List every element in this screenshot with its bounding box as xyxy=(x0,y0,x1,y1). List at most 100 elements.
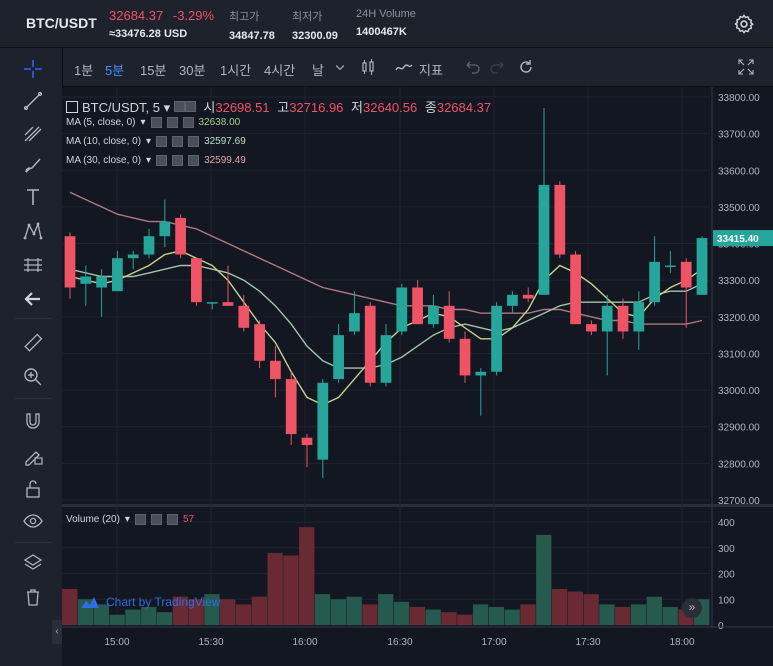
ohlc-legend: BTC/USDT, 5 ▾ 시32698.51 고32716.96 저32640… xyxy=(66,97,491,116)
settings-icon[interactable] xyxy=(150,514,162,525)
chevron-down-icon[interactable]: ▾ xyxy=(124,514,130,525)
close-icon[interactable] xyxy=(182,117,194,128)
chevron-down-icon[interactable]: ▾ xyxy=(140,117,146,128)
timeframe-4h[interactable]: 4시간 xyxy=(264,63,296,78)
settings-icon[interactable] xyxy=(172,136,184,147)
y-tick-label: 33600.00 xyxy=(718,166,760,177)
timeframe-5m[interactable]: 5분 xyxy=(105,63,125,78)
x-tick-label: 17:30 xyxy=(575,637,600,648)
ruler-icon[interactable] xyxy=(20,330,46,356)
eye-icon[interactable] xyxy=(150,117,162,128)
candle-body xyxy=(380,335,392,383)
volume-tick-label: 400 xyxy=(718,518,735,529)
reset-icon[interactable] xyxy=(517,58,535,76)
trend-line-icon[interactable] xyxy=(20,88,46,114)
ma10-value: 32597.69 xyxy=(204,136,246,147)
volume-bar xyxy=(409,606,425,625)
candle-body xyxy=(270,360,281,380)
crosshair-icon[interactable] xyxy=(20,56,46,82)
pattern-icon[interactable] xyxy=(20,218,46,244)
candle-body xyxy=(143,236,155,255)
volume-value: 1400467K xyxy=(356,26,407,38)
candle-body xyxy=(649,261,660,303)
undo-icon[interactable] xyxy=(463,58,481,76)
eye-icon[interactable] xyxy=(20,508,46,534)
timeframe-day[interactable]: 날 xyxy=(312,63,324,78)
volume-bar xyxy=(330,599,346,625)
volume-bar xyxy=(441,612,457,625)
volume-tick-label: 200 xyxy=(718,570,735,581)
volume-bar xyxy=(425,609,441,625)
collapse-toolbar-button[interactable]: ‹ xyxy=(52,620,62,644)
unlock-icon[interactable] xyxy=(20,476,46,502)
volume-bar xyxy=(567,591,583,625)
candle-body xyxy=(96,276,107,288)
volume-bar xyxy=(235,604,252,625)
settings-icon[interactable] xyxy=(172,155,184,166)
volume-tick-label: 100 xyxy=(718,595,735,606)
y-tick-label: 33700.00 xyxy=(718,130,760,141)
indicators-icon[interactable] xyxy=(395,58,413,76)
close-icon[interactable] xyxy=(188,136,200,147)
timeframe-1m[interactable]: 1분 xyxy=(74,63,94,78)
y-tick-label: 33300.00 xyxy=(718,276,760,287)
high-value: 34847.78 xyxy=(229,30,275,42)
close-icon[interactable] xyxy=(188,155,200,166)
scroll-right-button[interactable]: » xyxy=(682,598,702,618)
magnet-icon[interactable] xyxy=(20,408,46,434)
trash-icon[interactable] xyxy=(20,584,46,610)
tradingview-logo-icon xyxy=(81,597,99,608)
collapse-legend-icon[interactable] xyxy=(66,101,78,113)
volume-legend: Volume (20) ▾ 57 xyxy=(66,514,194,525)
candle-body xyxy=(301,437,313,446)
zoom-in-icon[interactable] xyxy=(20,364,46,390)
timeframe-1h[interactable]: 1시간 xyxy=(220,63,252,78)
redo-icon[interactable] xyxy=(489,58,507,76)
chevron-down-icon[interactable] xyxy=(333,60,351,78)
eye-icon[interactable] xyxy=(156,136,168,147)
pitchfork-icon[interactable] xyxy=(20,120,46,146)
settings-icon[interactable] xyxy=(166,117,178,128)
volume-bar xyxy=(536,534,552,625)
candle-body xyxy=(412,287,423,325)
price-chart[interactable]: 33800.0033700.0033600.0033500.0033400.00… xyxy=(62,87,773,666)
ma10-legend: MA (10, close, 0) ▾ 32597.69 xyxy=(66,136,246,147)
volume-bar xyxy=(299,527,315,625)
y-tick-label: 32800.00 xyxy=(718,459,760,470)
chevron-down-icon[interactable]: ▾ xyxy=(146,136,152,147)
ma30-legend: MA (30, close, 0) ▾ 32599.49 xyxy=(66,155,246,166)
settings-icon[interactable] xyxy=(184,101,196,112)
volume-bar xyxy=(62,588,78,625)
candle-body xyxy=(80,276,92,284)
tradingview-watermark[interactable]: Chart by TradingView xyxy=(80,595,221,609)
candle-type-icon[interactable] xyxy=(359,58,377,76)
indicators-label[interactable]: 지표 xyxy=(419,63,443,78)
toolbar-divider xyxy=(14,398,52,399)
volume-bar xyxy=(314,594,331,625)
eye-icon[interactable] xyxy=(156,155,168,166)
volume-bar xyxy=(220,599,236,625)
arrow-left-icon[interactable] xyxy=(20,286,46,312)
gear-icon[interactable] xyxy=(733,13,755,35)
candle-body xyxy=(349,313,360,332)
toolbar-divider xyxy=(14,318,52,319)
chevron-down-icon[interactable]: ▾ xyxy=(146,155,152,166)
lock-drawing-icon[interactable] xyxy=(20,442,46,468)
timeframe-30m[interactable]: 30분 xyxy=(179,63,206,78)
volume-bar xyxy=(125,609,141,625)
ma30-label: MA (30, close, 0) xyxy=(66,155,142,166)
volume-bar xyxy=(283,555,299,625)
eye-icon[interactable] xyxy=(134,514,146,525)
measure-range-icon[interactable] xyxy=(20,252,46,278)
eye-icon[interactable] xyxy=(173,101,185,112)
close-icon[interactable] xyxy=(166,514,178,525)
timeframe-15m[interactable]: 15분 xyxy=(140,63,167,78)
layers-icon[interactable] xyxy=(20,550,46,576)
brush-icon[interactable] xyxy=(20,152,46,178)
candle-body xyxy=(475,371,487,376)
volume-bar xyxy=(599,604,615,625)
volume-bar xyxy=(520,604,536,625)
chevron-down-icon[interactable]: ▾ xyxy=(160,100,174,115)
text-icon[interactable] xyxy=(20,184,46,210)
fullscreen-icon[interactable] xyxy=(737,58,755,76)
